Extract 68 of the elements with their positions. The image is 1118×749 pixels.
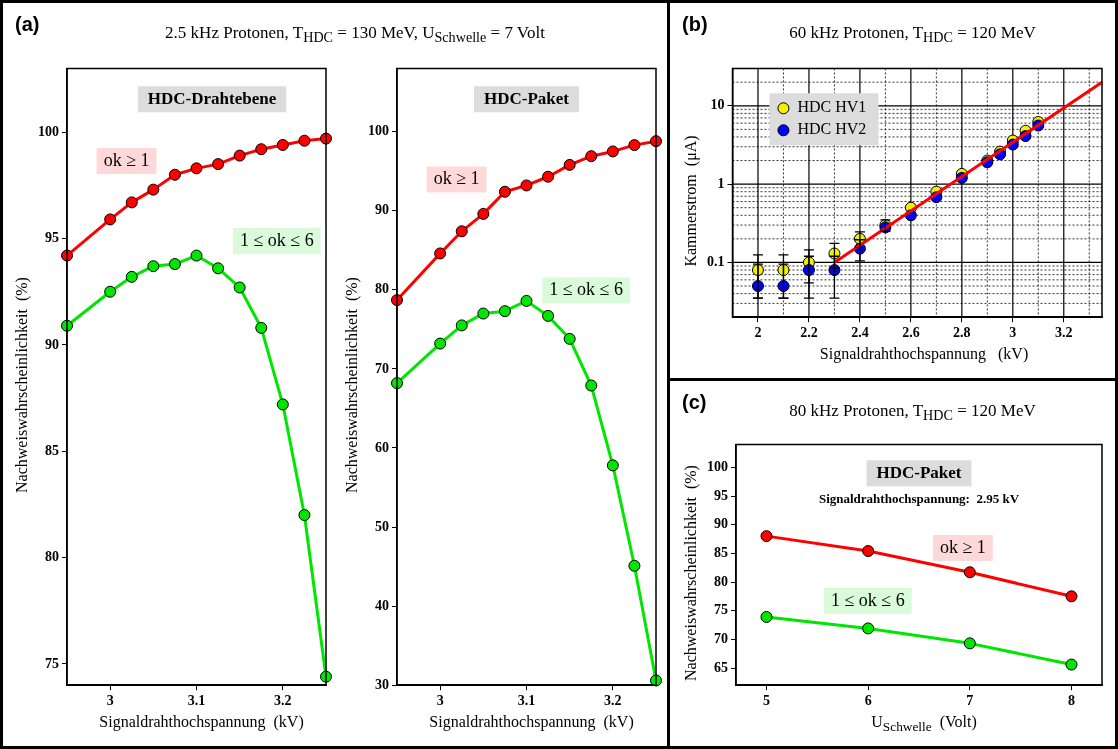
x-tick-label: 2 xyxy=(754,325,762,341)
x-tick-label: 3.2 xyxy=(274,693,292,709)
x-tick-label: 3.1 xyxy=(517,693,536,709)
x-tick-label: 8 xyxy=(1068,693,1075,709)
annotation: HDC-Paket xyxy=(876,462,962,482)
x-tick-label: 5 xyxy=(763,693,770,709)
x-axis-title: Signaldrahthochspannung (kV) xyxy=(428,713,635,731)
chart-title: 2.5 kHz Protonen, T$_{HDC}$ = 130 MeV, U$_{Schwelle}$ = 7 Volt xyxy=(164,23,546,47)
y-tick-label: 100 xyxy=(707,458,728,474)
annotation: HDC-Drahtebene xyxy=(147,88,277,108)
x-axis-title: Signaldrahthochspannung (kV) xyxy=(98,713,305,731)
y-tick-label: 30 xyxy=(375,676,389,692)
y-tick-label: 0.1 xyxy=(707,254,725,270)
series-label: ok ≥ 1 xyxy=(103,149,150,170)
y-axis-title: Kammerstrom (μA) xyxy=(682,135,700,267)
y-axis-title: Nachweiswahrscheinlichkeit (%) xyxy=(343,277,362,493)
y-axis-title: Nachweiswahrscheinlichkeit (%) xyxy=(682,465,701,681)
x-tick-label: 2.8 xyxy=(953,325,971,341)
text: (c) xyxy=(682,391,707,414)
x-tick-label: 7 xyxy=(966,693,974,709)
y-tick-label: 10 xyxy=(710,97,725,113)
y-tick-label: 100 xyxy=(38,123,59,139)
x-axis-title: Signaldrahthochspannung (kV) xyxy=(818,345,1030,363)
y-tick-label: 65 xyxy=(714,659,728,675)
y-tick-label: 50 xyxy=(375,518,389,534)
y-tick-label: 70 xyxy=(375,360,389,376)
legend-label: HDC HV1 xyxy=(797,98,867,116)
series-label: 1 ≤ ok ≤ 6 xyxy=(830,589,905,610)
series-label: 1 ≤ ok ≤ 6 xyxy=(239,229,314,250)
text: (b) xyxy=(682,13,708,36)
y-tick-label: 100 xyxy=(368,123,389,139)
text: (a) xyxy=(15,13,40,36)
x-tick-label: 3.2 xyxy=(1055,325,1073,341)
annotation: HDC-Paket xyxy=(484,88,570,108)
y-tick-label: 40 xyxy=(375,597,389,613)
y-tick-label: 75 xyxy=(45,655,59,671)
y-tick-label: 80 xyxy=(375,281,389,297)
y-tick-label: 85 xyxy=(45,442,59,458)
y-tick-label: 70 xyxy=(714,630,728,646)
x-tick-label: 3.2 xyxy=(604,693,622,709)
series-label: 1 ≤ ok ≤ 6 xyxy=(549,279,623,300)
annotation: Signaldrahthochspannung: 2.95 kV xyxy=(818,491,1020,507)
y-tick-label: 1 xyxy=(717,175,725,191)
x-tick-label: 2.2 xyxy=(800,325,818,341)
series-label: ok ≥ 1 xyxy=(433,168,480,189)
x-tick-label: 2.6 xyxy=(902,325,920,341)
x-tick-label: 3 xyxy=(1009,325,1017,341)
x-axis-title: U$_{Schwelle}$ (Volt) xyxy=(870,713,978,736)
y-tick-label: 95 xyxy=(45,230,59,246)
y-tick-label: 95 xyxy=(714,487,728,503)
x-tick-label: 3.1 xyxy=(187,693,206,709)
legend-label: HDC HV2 xyxy=(797,120,867,138)
x-tick-label: 6 xyxy=(864,693,872,709)
y-tick-label: 85 xyxy=(714,544,728,560)
chart-title: 80 kHz Protonen, T$_{HDC}$ = 120 MeV xyxy=(788,401,1037,425)
x-tick-label: 3 xyxy=(436,693,444,709)
series-label: ok ≥ 1 xyxy=(939,536,986,557)
y-tick-label: 90 xyxy=(45,336,59,352)
y-tick-label: 90 xyxy=(375,202,389,218)
y-tick-label: 80 xyxy=(45,549,59,565)
y-tick-label: 60 xyxy=(375,439,389,455)
y-axis-title: Nachweiswahrscheinlichkeit (%) xyxy=(13,277,32,493)
x-tick-label: 2.4 xyxy=(851,325,869,341)
y-tick-label: 90 xyxy=(714,516,728,532)
y-tick-label: 80 xyxy=(714,573,728,589)
x-tick-label: 3 xyxy=(106,693,114,709)
y-tick-label: 75 xyxy=(714,602,728,618)
chart-title: 60 kHz Protonen, T$_{HDC}$ = 120 MeV xyxy=(788,23,1037,47)
